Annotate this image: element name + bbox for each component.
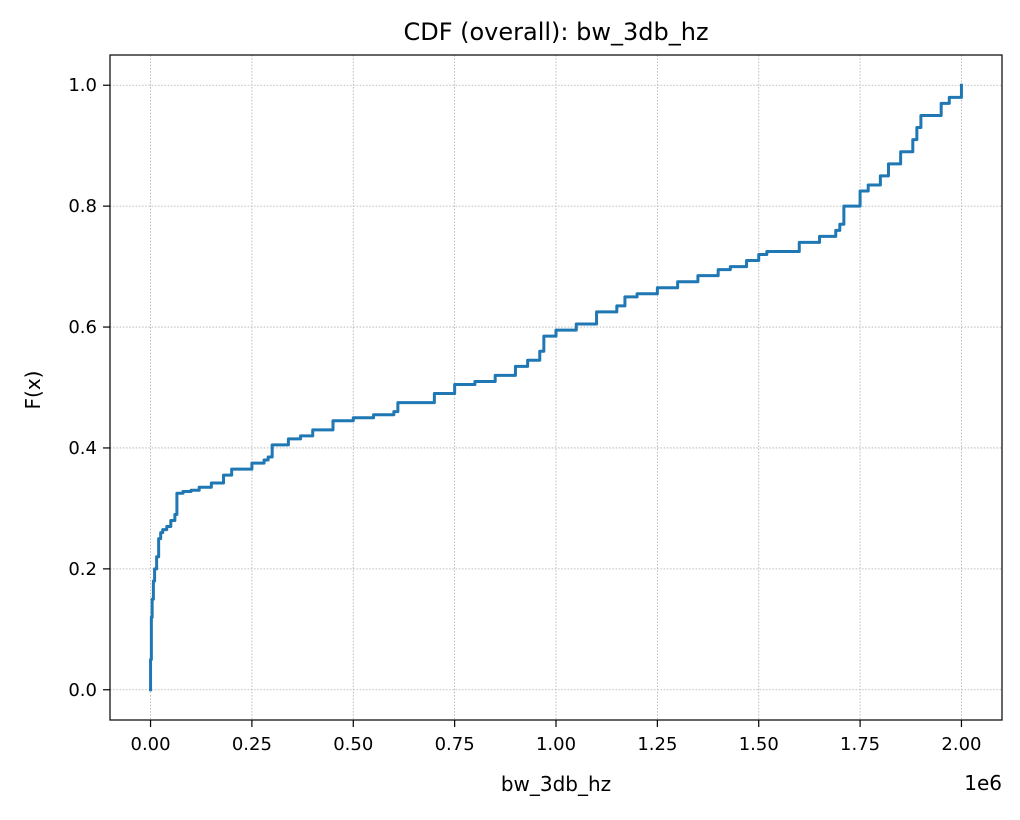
y-axis-label: F(x) <box>21 371 45 410</box>
x-scale-label: 1e6 <box>964 771 1002 795</box>
x-axis-label: bw_3db_hz <box>501 772 611 796</box>
x-tick-label: 0.25 <box>232 734 272 755</box>
y-tick-label: 0.8 <box>68 196 97 217</box>
ticks-layer: 0.00 0.25 0.50 0.75 1.00 1.25 1.50 1.75 2.00 0.0 0… <box>68 75 981 755</box>
series-layer <box>149 83 963 692</box>
x-tick-label: 1.50 <box>739 734 779 755</box>
y-tick-label: 0.4 <box>68 438 97 459</box>
y-tick-label: 1.0 <box>68 75 97 96</box>
x-tick-label: 0.75 <box>435 734 475 755</box>
cdf-line <box>149 83 963 692</box>
y-tick-label: 0.6 <box>68 317 97 338</box>
chart-title: CDF (overall): bw_3db_hz <box>403 18 708 46</box>
x-tick-label: 1.00 <box>536 734 576 755</box>
x-tick-label: 1.75 <box>840 734 880 755</box>
plot-frame <box>109 54 1003 721</box>
x-tick-label: 2.00 <box>941 734 981 755</box>
y-tick-label: 0.0 <box>68 680 97 701</box>
grid-layer <box>110 55 1002 720</box>
x-tick-label: 0.50 <box>333 734 373 755</box>
x-tick-label: 1.25 <box>637 734 677 755</box>
y-tick-label: 0.2 <box>68 559 97 580</box>
x-tick-label: 0.00 <box>131 734 171 755</box>
